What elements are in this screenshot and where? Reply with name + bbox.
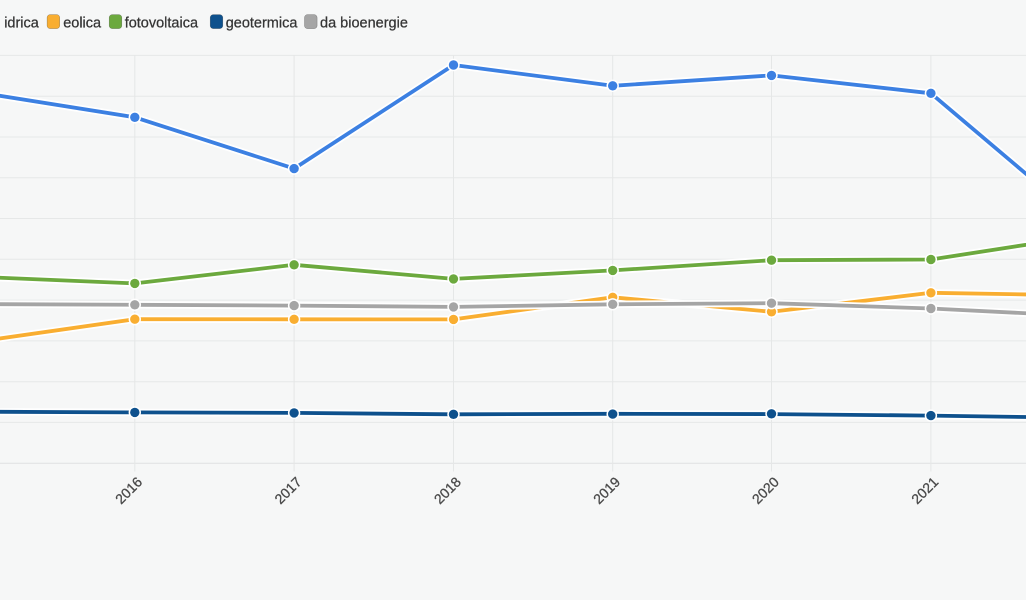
svg-text:geotermica: geotermica bbox=[226, 16, 299, 32]
svg-text:eolica: eolica bbox=[63, 16, 102, 32]
svg-text:idrica: idrica bbox=[4, 16, 40, 32]
svg-text:da bioenergie: da bioenergie bbox=[320, 16, 408, 32]
svg-text:fotovoltaica: fotovoltaica bbox=[125, 16, 199, 32]
